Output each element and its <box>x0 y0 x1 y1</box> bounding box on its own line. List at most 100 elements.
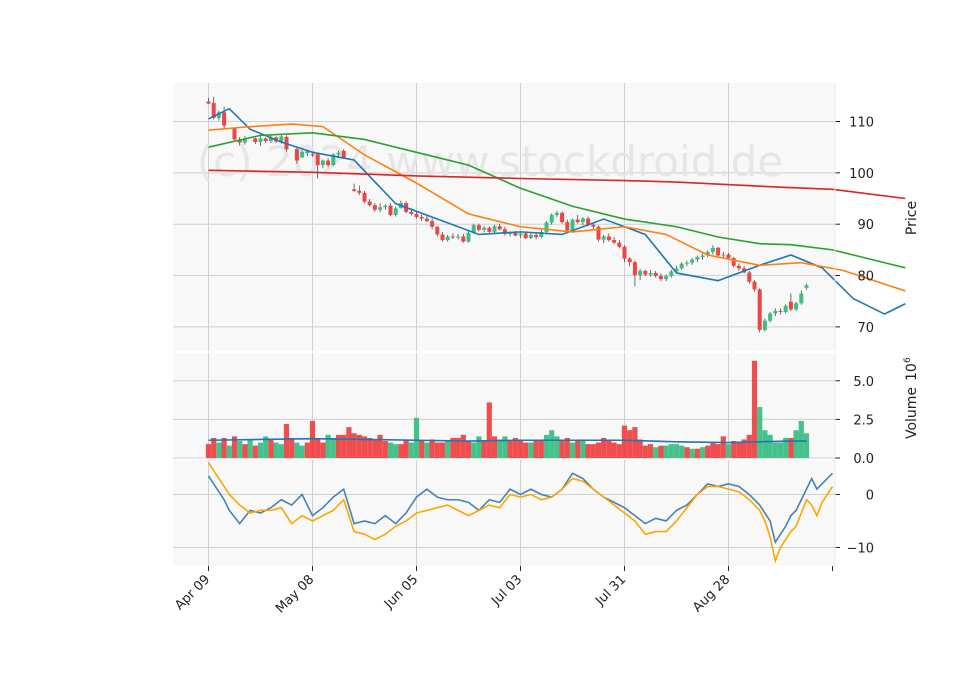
volume-bar <box>673 444 680 458</box>
volume-axis-exponent: 6 <box>903 357 913 363</box>
candle-body <box>575 219 580 223</box>
sma_200-line <box>208 169 906 200</box>
candle-body <box>586 218 591 225</box>
volume-bar <box>216 442 222 458</box>
candle-body <box>638 270 643 276</box>
candle-body <box>679 263 684 269</box>
candle-body <box>721 254 726 256</box>
volume-bar <box>304 442 310 458</box>
candle-body <box>591 224 596 227</box>
volume-bar <box>476 436 482 458</box>
volume-bar <box>694 448 700 458</box>
volume-bar <box>611 442 617 458</box>
candle-body <box>232 127 237 140</box>
candle-body <box>528 234 533 239</box>
volume-bar <box>627 430 633 458</box>
volume-bar <box>803 433 810 458</box>
candle-body <box>539 231 544 238</box>
price-panel <box>173 83 835 351</box>
candle-body <box>736 265 741 269</box>
volume-bar <box>528 442 534 458</box>
volume-bar <box>460 434 466 458</box>
candle-body <box>757 289 762 330</box>
volume-bar <box>361 436 368 458</box>
volume-bar <box>382 441 388 458</box>
candle-body <box>716 247 721 256</box>
volume-bar <box>424 442 430 458</box>
candle-body <box>544 222 549 232</box>
volume-bar <box>601 437 607 458</box>
volume-bar <box>606 439 612 458</box>
volume-bar <box>429 439 435 458</box>
volume-bar <box>637 439 643 458</box>
candle-body <box>549 214 554 223</box>
volume-bar <box>471 442 477 458</box>
volume-bar <box>549 430 555 458</box>
volume-bar <box>351 433 357 458</box>
volume-bar <box>632 427 638 458</box>
volume-axis-label-group: Volume 10 6 <box>903 357 920 439</box>
volume-bar <box>725 444 732 458</box>
volume-bar <box>777 442 784 458</box>
volume-bar <box>273 442 279 458</box>
candle-body <box>445 236 450 241</box>
signal-line <box>207 462 834 564</box>
volume-bar <box>237 441 243 458</box>
candle-body <box>580 218 585 223</box>
y-tick-label: 2.5 <box>853 413 874 428</box>
candle-body <box>617 242 622 247</box>
volume-bar <box>268 439 274 458</box>
volume-bar <box>481 441 487 458</box>
candle-body <box>565 222 570 231</box>
volume-bar <box>502 436 508 458</box>
candle-body <box>331 154 336 166</box>
volume-bar <box>554 436 560 458</box>
volume-bar <box>788 437 794 458</box>
volume-bar <box>517 439 524 458</box>
candle-body <box>471 225 476 233</box>
candle-body <box>450 236 455 238</box>
volume-bar <box>699 447 706 458</box>
volume-bar <box>663 445 669 458</box>
y-tick-label: 5.0 <box>853 375 874 390</box>
candle-body <box>788 301 793 310</box>
volume-bar <box>205 444 212 458</box>
y-tick-label: 70 <box>857 321 874 336</box>
candle-body <box>362 192 367 202</box>
candle-body <box>222 112 227 126</box>
y-tick-label: 80 <box>857 270 874 285</box>
volume-bar <box>543 434 550 458</box>
candle-body <box>534 234 539 238</box>
candle-body <box>268 137 273 142</box>
volume-bar <box>408 442 414 458</box>
volume-bar <box>263 436 269 458</box>
volume-bar <box>512 437 518 458</box>
volume-bar <box>294 442 300 458</box>
volume-bar <box>538 439 544 458</box>
candle-body <box>752 281 757 290</box>
candle-body <box>653 272 658 277</box>
volume-bar <box>564 437 570 458</box>
volume-bar <box>741 439 747 458</box>
volume-bar <box>486 402 492 458</box>
candle-body <box>497 226 502 230</box>
candle-body <box>606 236 611 241</box>
candle-body <box>684 262 689 264</box>
x-tick-label: Jul 31 <box>592 572 629 609</box>
candle-body <box>554 212 559 215</box>
y-tick-label: −10 <box>847 541 874 556</box>
candle-body <box>695 257 700 260</box>
volume-axis-label: Volume <box>904 387 920 439</box>
volume-bar <box>346 427 352 458</box>
volume-bar <box>398 444 404 458</box>
y-tick-label: 0.0 <box>853 452 874 467</box>
candle-body <box>674 268 679 272</box>
volume-bar <box>762 430 768 458</box>
candle-body <box>341 150 346 159</box>
volume-bar <box>705 445 711 458</box>
volume-bar <box>403 439 409 458</box>
candle-body <box>294 149 299 161</box>
volume-bar <box>767 434 773 458</box>
